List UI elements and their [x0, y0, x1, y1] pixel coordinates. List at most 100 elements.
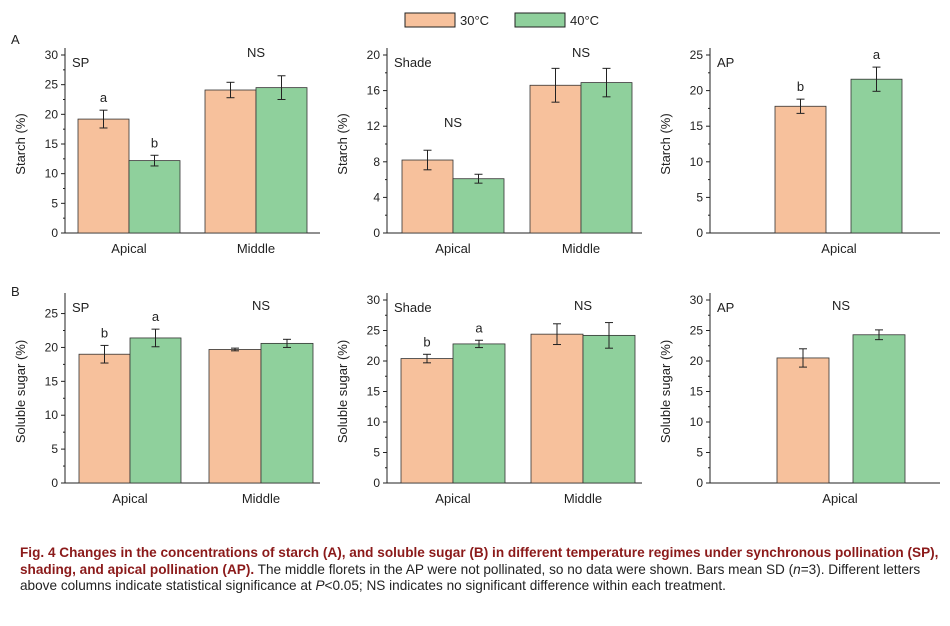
bar-apical-40c	[452, 178, 505, 234]
caption-text-3: <0.05; NS indicates no significant diffe…	[324, 578, 726, 593]
bar-middle-40c	[580, 82, 633, 234]
caption-title: Fig. 4 Changes in the concentrations of …	[20, 545, 939, 577]
y-tick-label: 0	[51, 226, 58, 240]
significance-letter: NS	[574, 298, 592, 313]
significance-letter: a	[475, 320, 483, 335]
significance-letter: a	[100, 90, 108, 105]
y-tick-label: 25	[690, 48, 704, 62]
y-axis-label: Soluble sugar (%)	[658, 340, 673, 443]
y-tick-label: 25	[45, 78, 59, 92]
y-tick-label: 8	[373, 155, 380, 169]
chart-panel-b-shade: 0 5 10 15 20 25 30 Soluble sugar (%) Shade b a Apic…	[335, 293, 642, 506]
chart-panels: 0 5 10 15 20 25 30 Starch (%) SP a b Apical NS Middle…	[13, 45, 940, 506]
chart-panel-a-sp: 0 5 10 15 20 25 30 Starch (%) SP a b Apical NS Middle	[13, 45, 320, 256]
y-tick-label: 0	[373, 226, 380, 240]
significance-letter: NS	[572, 45, 590, 60]
legend-label-30c: 30°C	[460, 13, 489, 28]
panel-label: AP	[717, 55, 734, 70]
panel-label: AP	[717, 300, 734, 315]
significance-letter: NS	[247, 45, 265, 60]
significance-letter: b	[151, 135, 158, 150]
x-category-label: Apical	[112, 491, 148, 506]
y-tick-label: 30	[367, 293, 381, 307]
y-tick-label: 4	[373, 190, 380, 204]
x-category-label: Middle	[237, 241, 275, 256]
figure-caption: Fig. 4 Changes in the concentrations of …	[20, 545, 940, 595]
legend-swatch-30c	[404, 12, 456, 28]
chart-panel-a-ap: 0 5 10 15 20 25 Starch (%) AP b a Apical	[658, 47, 940, 256]
y-tick-label: 15	[45, 137, 59, 151]
bar-apical-30c	[78, 353, 131, 484]
y-axis-label: Starch (%)	[335, 113, 350, 174]
y-tick-label: 15	[45, 374, 59, 388]
y-tick-label: 5	[51, 196, 58, 210]
y-tick-label: 25	[367, 324, 381, 338]
y-tick-label: 25	[690, 324, 704, 338]
significance-letter: b	[797, 79, 804, 94]
bar-middle-30c	[208, 349, 262, 484]
y-axis-label: Soluble sugar (%)	[335, 340, 350, 443]
y-tick-label: 12	[367, 119, 381, 133]
y-tick-label: 0	[696, 476, 703, 490]
caption-p: P	[315, 578, 325, 593]
caption-text-1: The middle florets in the AP were not po…	[254, 561, 794, 577]
x-category-label: Middle	[562, 241, 600, 256]
caption-n: n	[793, 561, 801, 577]
y-tick-label: 25	[45, 307, 59, 321]
chart-panel-a-shade: 0 4 8 12 16 20 Starch (%) Shade NS Apical NS Middle	[335, 45, 642, 256]
y-tick-label: 10	[690, 155, 704, 169]
y-tick-label: 30	[690, 293, 704, 307]
chart-panel-b-ap: 0 5 10 15 20 25 30 Soluble sugar (%) AP NS Apical	[658, 293, 940, 506]
y-tick-label: 0	[51, 476, 58, 490]
row-label-a: A	[11, 32, 20, 47]
y-tick-label: 20	[45, 107, 59, 121]
significance-letter: b	[423, 334, 430, 349]
y-tick-label: 10	[45, 167, 59, 181]
bar-apical-30c	[401, 159, 454, 234]
x-category-label: Apical	[435, 491, 471, 506]
y-tick-label: 0	[696, 226, 703, 240]
y-tick-label: 15	[690, 119, 704, 133]
y-tick-label: 30	[45, 48, 59, 62]
y-tick-label: 10	[690, 415, 704, 429]
significance-letter: b	[101, 325, 108, 340]
x-category-label: Apical	[435, 241, 471, 256]
bar-apical-30c	[77, 118, 130, 234]
bar-apical-40c	[128, 160, 181, 234]
significance-letter: NS	[444, 115, 462, 130]
bar-middle-30c	[204, 89, 257, 234]
bar-apical-40c	[129, 337, 182, 484]
figure: 30°C 40°C A B 0 5 10 15 20 25 30 Starch (%) SP a b…	[11, 12, 940, 506]
x-category-label: Middle	[564, 491, 602, 506]
y-tick-label: 15	[367, 385, 381, 399]
y-tick-label: 5	[696, 190, 703, 204]
bar-middle-40c	[260, 342, 314, 484]
bar-apical-30c	[400, 358, 454, 484]
bar-apical-40c	[850, 78, 903, 234]
caption-text-2: =3). Different letters above columns ind…	[20, 561, 921, 594]
y-tick-label: 5	[373, 446, 380, 460]
y-tick-label: 20	[45, 340, 59, 354]
legend: 30°C 40°C	[404, 12, 599, 28]
significance-letter: NS	[252, 298, 270, 313]
y-tick-label: 20	[367, 354, 381, 368]
panel-label: Shade	[394, 300, 432, 315]
y-tick-label: 15	[690, 385, 704, 399]
y-tick-label: 10	[367, 415, 381, 429]
panel-label: SP	[72, 300, 89, 315]
x-category-label: Apical	[822, 491, 858, 506]
y-tick-label: 5	[51, 442, 58, 456]
y-tick-label: 10	[45, 408, 59, 422]
x-category-label: Apical	[821, 241, 857, 256]
bar-apical-40c	[452, 343, 506, 484]
panel-label: SP	[72, 55, 89, 70]
row-label-b: B	[11, 284, 20, 299]
y-tick-label: 20	[690, 84, 704, 98]
bar-middle-40c	[255, 87, 308, 234]
bar-apical-30c	[776, 357, 830, 484]
y-tick-label: 16	[367, 84, 381, 98]
legend-label-40c: 40°C	[570, 13, 599, 28]
legend-swatch-40c	[514, 12, 566, 28]
chart-panel-b-sp: 0 5 10 15 20 25 Soluble sugar (%) SP b a Apical NS M…	[13, 293, 320, 506]
y-tick-label: 20	[690, 354, 704, 368]
